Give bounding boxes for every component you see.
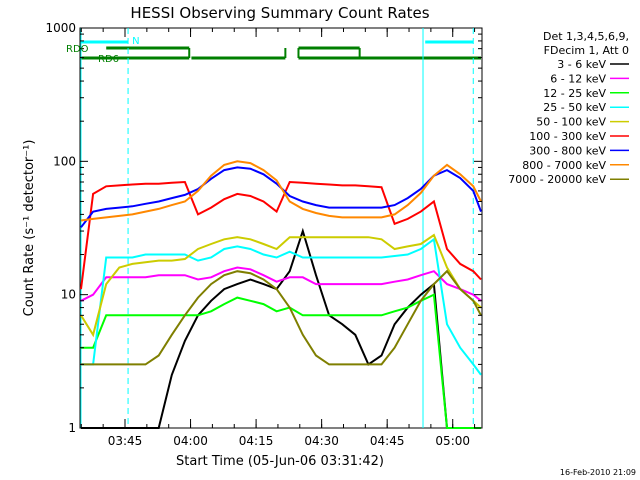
legend-label: 300 - 800 keV: [529, 144, 606, 157]
series-line-4: [80, 233, 482, 338]
series-line-1: [80, 266, 482, 302]
y-tick-label: 100: [53, 154, 76, 168]
x-axis: 03:45 04:00 04:15 04:30 04:45 05:00: [80, 28, 476, 448]
series-line-7: [80, 160, 482, 222]
series-layer: [80, 160, 482, 429]
x-tick-label: 04:15: [239, 434, 274, 448]
flag-layer: [80, 28, 481, 428]
y-tick-label: 1: [68, 421, 76, 435]
legend-label: 50 - 100 keV: [536, 116, 606, 129]
flag-labels: RDO RD6 N: [66, 36, 140, 65]
x-tick-label: 05:00: [435, 434, 470, 448]
y-axis: 1 10 100 1000: [45, 21, 482, 435]
legend-header-line-2: FDecim 1, Att 0: [544, 44, 629, 57]
series-line-8: [81, 269, 482, 366]
flag-label: RDO: [66, 44, 89, 55]
y-tick-label: 10: [61, 288, 76, 302]
x-tick-label: 04:45: [370, 434, 405, 448]
legend-label: 800 - 7000 keV: [522, 159, 606, 172]
legend-header-line-1: Det 1,3,4,5,6,9,: [543, 30, 629, 43]
series-line-2: [81, 293, 481, 429]
legend-label: 6 - 12 keV: [550, 72, 606, 85]
series-line-0: [81, 227, 481, 429]
legend-label: 12 - 25 keV: [543, 87, 606, 100]
legend-label: 7000 - 20000 keV: [508, 173, 606, 186]
series-line-6: [80, 166, 482, 228]
legend-label: 100 - 300 keV: [529, 130, 606, 143]
x-axis-label: Start Time (05-Jun-06 03:31:42): [176, 454, 384, 469]
flag-label: RD6: [98, 54, 119, 65]
y-axis-label: Count Rate (s⁻¹ detector⁻¹): [22, 140, 37, 317]
chart-title: HESSI Observing Summary Count Rates: [130, 4, 429, 22]
legend: Det 1,3,4,5,6,9, FDecim 1, Att 0 3 - 6 k…: [508, 30, 629, 186]
x-tick-label: 03:45: [108, 434, 143, 448]
legend-label: 3 - 6 keV: [557, 58, 606, 71]
plot-frame: [79, 27, 483, 429]
footer-date: 16-Feb-2010 21:09: [560, 468, 636, 477]
y-tick-label: 1000: [45, 21, 76, 35]
series-line-3: [81, 237, 482, 376]
x-tick-label: 04:30: [304, 434, 339, 448]
plot-area: 1 10 100 1000 03:45 04:00 04:15 04:30 04:45 05:0…: [45, 21, 483, 448]
series-line-5: [80, 180, 482, 290]
flag-label: N: [132, 36, 139, 47]
x-tick-label: 04:00: [173, 434, 208, 448]
legend-label: 25 - 50 keV: [543, 101, 606, 114]
